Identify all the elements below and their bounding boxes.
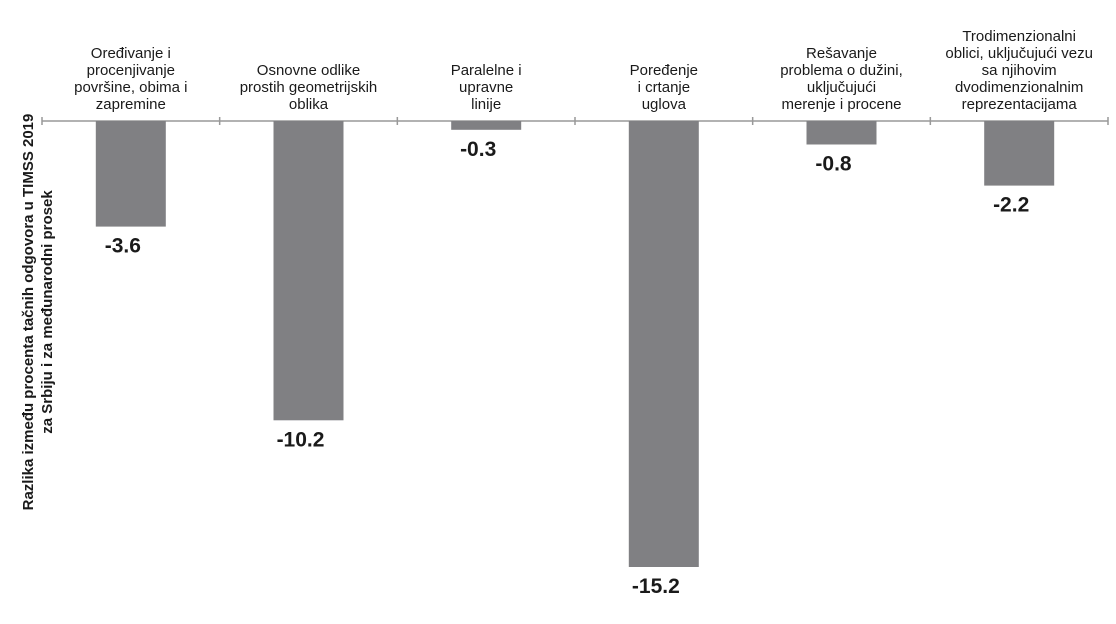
category-label-line: zapremine: [95, 96, 166, 113]
category-label-line: procenjivanje: [86, 62, 176, 79]
bar-4: [628, 121, 699, 567]
category-label-line: problema o dužini,: [780, 62, 903, 79]
bar-value-label-2: -10.2: [277, 428, 325, 451]
category-label-line: linije: [471, 96, 502, 113]
category-label-line: površine, obima i: [74, 79, 188, 96]
bar-3: [451, 121, 522, 130]
bar-value-label-6: -2.2: [993, 194, 1029, 217]
category-label-2: Osnovne odlike prostih geometrijskih oblik…: [219, 62, 399, 113]
category-label-5: Rešavanje problema o dužini, uključujući me…: [752, 45, 932, 113]
bar-2: [273, 121, 344, 421]
bar-value-label-3: -0.3: [460, 138, 496, 161]
category-label-4: Poređenje i crtanje uglova: [574, 62, 754, 113]
category-label-line: Osnovne odlike: [256, 62, 361, 79]
category-label-line: Poređenje: [629, 62, 699, 79]
category-label-1: Oređivanje i procenjivanje površine, obima…: [41, 45, 221, 113]
bar-value-label-5: -0.8: [815, 152, 852, 175]
category-label-line: merenje i procene: [781, 96, 902, 113]
bar-5: [806, 121, 877, 145]
bar-value-label-1: -3.6: [105, 235, 141, 258]
bar-6: [984, 121, 1055, 186]
category-label-line: Oređivanje i: [90, 45, 171, 62]
category-label-line: uključujući: [806, 79, 877, 96]
bar-1: [95, 121, 166, 227]
category-label-line: Trodimenzionalni: [962, 28, 1076, 45]
category-label-line: Rešavanje: [806, 45, 877, 62]
category-label-line: sa njihovim: [981, 62, 1057, 79]
category-label-line: upravne: [459, 79, 514, 96]
bar-value-label-4: -15.2: [632, 575, 680, 598]
category-label-line: Paralelne i: [450, 62, 522, 79]
category-label-line: oblici, uključujući vezu: [945, 45, 1093, 62]
category-label-line: uglova: [641, 96, 686, 113]
category-label-line: dvodimenzionalnim: [954, 79, 1084, 96]
category-label-6: Trodimenzionalni oblici, uključujući vezu…: [929, 28, 1109, 113]
category-label-line: reprezentacijama: [961, 96, 1077, 113]
category-label-line: i crtanje: [637, 79, 691, 96]
category-label-3: Paralelne i upravne linije: [396, 62, 576, 113]
category-label-line: oblika: [288, 96, 329, 113]
category-label-line: prostih geometrijskih: [239, 79, 378, 96]
